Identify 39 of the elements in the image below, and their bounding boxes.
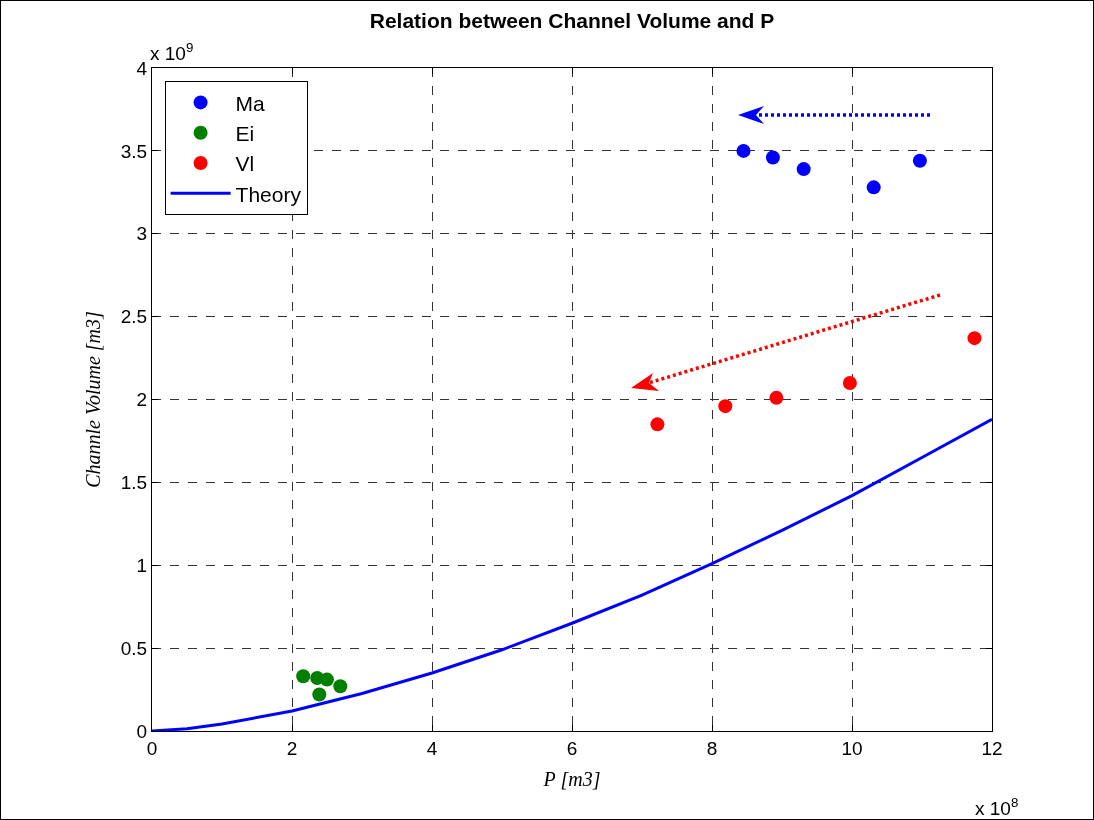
y-tick-label: 0.5 [120, 637, 148, 659]
legend-label: Ei [235, 121, 255, 145]
text: x 10$^{9}$ [150, 40, 194, 64]
point [866, 180, 881, 195]
x-tick-label: 2 [286, 737, 298, 759]
point [296, 669, 311, 684]
legend-label: Ma [235, 91, 266, 115]
x-tick-label: 8 [706, 737, 718, 759]
point [333, 679, 348, 694]
point [320, 672, 334, 687]
point [769, 390, 784, 405]
point [736, 143, 751, 158]
point [718, 399, 733, 414]
chart-title: Relation between Channel Volume and P [369, 8, 775, 32]
point [650, 417, 665, 432]
x-tick-label: 10 [841, 737, 863, 759]
legend-label: Theory [235, 182, 302, 206]
y-tick-label: 4 [136, 57, 148, 79]
y-tick-label: 2.5 [120, 306, 148, 328]
point [796, 162, 811, 177]
y-axis-title: Channle Volume [m3] [82, 311, 105, 488]
y-tick-label: 2 [136, 389, 148, 411]
y-tick-label: 0 [136, 720, 148, 742]
point [312, 687, 327, 702]
point [967, 331, 982, 346]
x-tick-label: 6 [566, 737, 578, 759]
y-tick-label: 1 [136, 554, 148, 576]
point [912, 153, 927, 168]
point [765, 150, 780, 165]
x-tick-label: 4 [426, 737, 438, 759]
line-series [152, 417, 992, 731]
y-tick-label: 1.5 [120, 472, 148, 494]
legend-label: Vl [235, 152, 255, 176]
x-tick-label: 12 [981, 737, 1003, 759]
point [842, 375, 857, 390]
y-tick-label: 3 [136, 223, 148, 245]
y-tick-label: 3.5 [120, 140, 148, 162]
text: x 10$^{8}$ [975, 795, 1019, 819]
x-axis-title: P [m3] [542, 768, 601, 791]
